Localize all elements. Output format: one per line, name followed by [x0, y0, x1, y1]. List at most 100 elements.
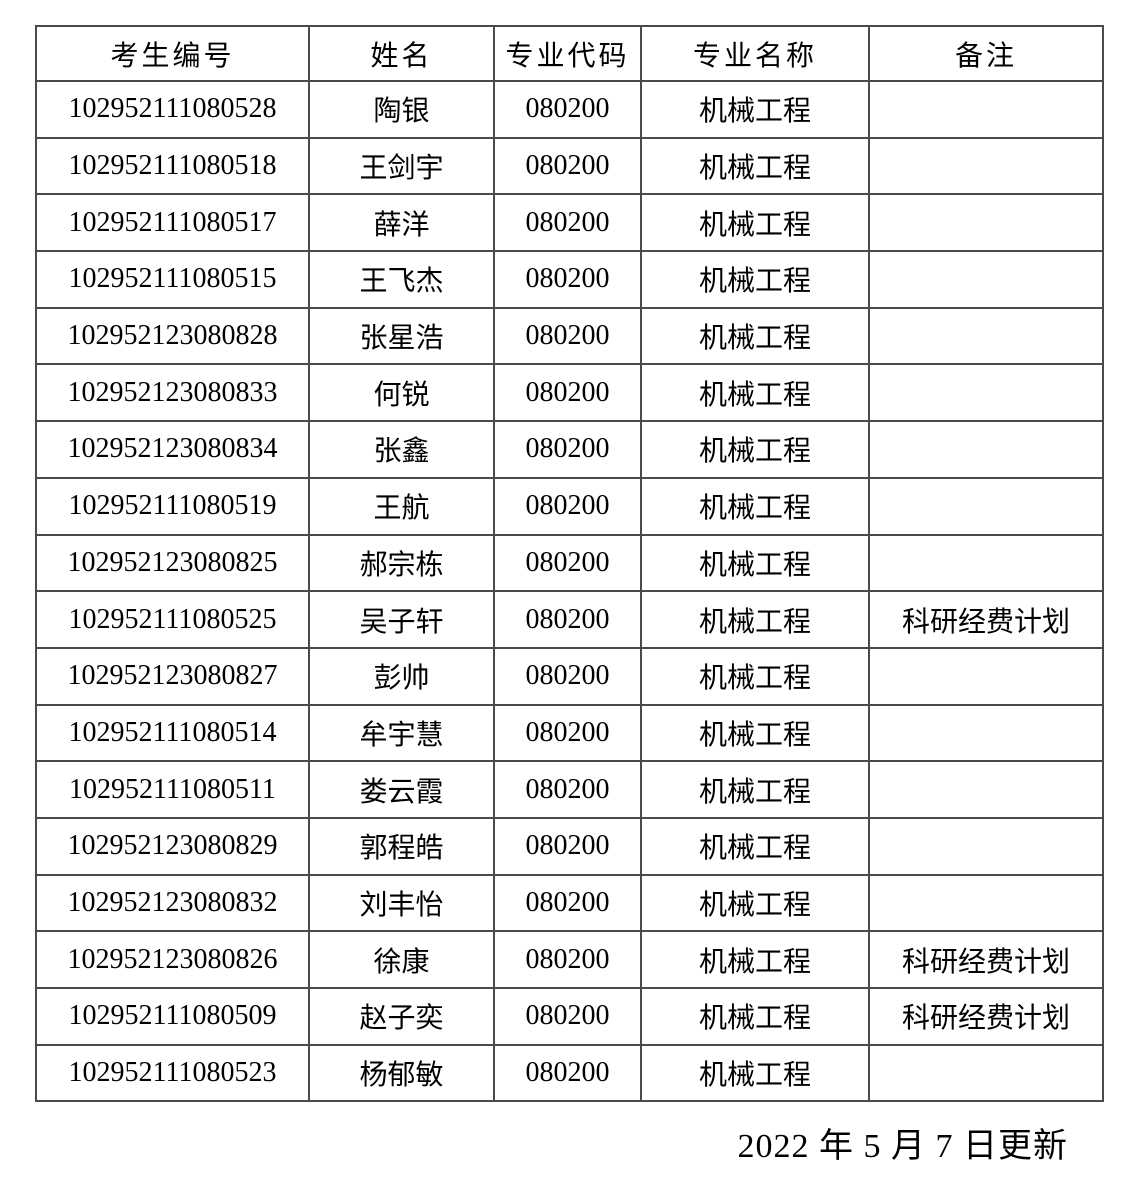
note-cell — [868, 533, 1104, 593]
name-cell: 娄云霞 — [308, 760, 495, 819]
note-cell — [868, 80, 1104, 139]
candidate-id-cell: 102952123080834 — [35, 420, 310, 479]
table-row: 102952111080515 王飞杰 080200 机械工程 — [35, 250, 1104, 309]
candidate-id-cell: 102952123080826 — [35, 930, 310, 989]
major-code-cell: 080200 — [493, 873, 642, 933]
table-row: 102952111080528 陶银 080200 机械工程 — [35, 80, 1104, 139]
name-cell: 赵子奕 — [308, 987, 495, 1046]
note-cell — [868, 760, 1104, 819]
candidate-id-cell: 102952111080515 — [35, 250, 310, 309]
table-row: 102952123080832 刘丰怡 080200 机械工程 — [35, 873, 1104, 933]
major-code-cell: 080200 — [493, 420, 642, 479]
major-code-cell: 080200 — [493, 136, 642, 196]
table-row: 102952111080514 牟宇慧 080200 机械工程 — [35, 703, 1104, 763]
name-cell: 王飞杰 — [308, 250, 495, 309]
admission-roster-table: 考生编号 姓名 专业代码 专业名称 备注 102952111080528 陶银 080200… — [35, 25, 1104, 1103]
major-code-cell: 080200 — [493, 1043, 642, 1103]
major-name-cell: 机械工程 — [640, 136, 870, 196]
candidate-id-cell: 102952123080829 — [35, 816, 310, 876]
candidate-id-cell: 102952123080832 — [35, 873, 310, 933]
note-cell — [868, 250, 1104, 309]
note-cell — [868, 646, 1104, 706]
candidate-id-cell: 102952111080514 — [35, 703, 310, 763]
major-name-cell: 机械工程 — [640, 987, 870, 1046]
major-name-cell: 机械工程 — [640, 1043, 870, 1103]
name-cell: 杨郁敏 — [308, 1043, 495, 1103]
note-cell — [868, 873, 1104, 933]
name-cell: 陶银 — [308, 80, 495, 139]
candidate-id-cell: 102952111080517 — [35, 193, 310, 253]
major-name-cell: 机械工程 — [640, 250, 870, 309]
major-code-cell: 080200 — [493, 193, 642, 253]
table-row: 102952123080825 郝宗栋 080200 机械工程 — [35, 533, 1104, 593]
note-cell — [868, 420, 1104, 479]
note-cell: 科研经费计划 — [868, 590, 1104, 649]
table-row: 102952111080517 薛洋 080200 机械工程 — [35, 193, 1104, 253]
major-name-cell: 机械工程 — [640, 930, 870, 989]
name-cell: 徐康 — [308, 930, 495, 989]
major-name-cell: 机械工程 — [640, 80, 870, 139]
major-name-cell: 机械工程 — [640, 363, 870, 423]
column-header-major-code: 专业代码 — [493, 25, 642, 82]
candidate-id-cell: 102952111080525 — [35, 590, 310, 649]
candidate-id-cell: 102952123080827 — [35, 646, 310, 706]
name-cell: 郝宗栋 — [308, 533, 495, 593]
table-row: 102952111080523 杨郁敏 080200 机械工程 — [35, 1043, 1104, 1103]
column-header-candidate-id: 考生编号 — [35, 25, 310, 82]
major-code-cell: 080200 — [493, 930, 642, 989]
candidate-id-cell: 102952111080518 — [35, 136, 310, 196]
table-row: 102952123080833 何锐 080200 机械工程 — [35, 363, 1104, 423]
note-cell — [868, 703, 1104, 763]
candidate-id-cell: 102952111080511 — [35, 760, 310, 819]
major-code-cell: 080200 — [493, 646, 642, 706]
major-code-cell: 080200 — [493, 816, 642, 876]
major-name-cell: 机械工程 — [640, 420, 870, 479]
name-cell: 张鑫 — [308, 420, 495, 479]
name-cell: 薛洋 — [308, 193, 495, 253]
table-row: 102952123080827 彭帅 080200 机械工程 — [35, 646, 1104, 706]
note-cell — [868, 193, 1104, 253]
major-code-cell: 080200 — [493, 760, 642, 819]
table-row: 102952111080525 吴子轩 080200 机械工程 科研经费计划 — [35, 590, 1104, 649]
column-header-major-name: 专业名称 — [640, 25, 870, 82]
name-cell: 郭程皓 — [308, 816, 495, 876]
name-cell: 牟宇慧 — [308, 703, 495, 763]
note-cell — [868, 1043, 1104, 1103]
table-row: 102952123080826 徐康 080200 机械工程 科研经费计划 — [35, 930, 1104, 989]
name-cell: 彭帅 — [308, 646, 495, 706]
table-body: 102952111080528 陶银 080200 机械工程 1029521110805… — [35, 80, 1104, 1103]
major-name-cell: 机械工程 — [640, 703, 870, 763]
major-code-cell: 080200 — [493, 533, 642, 593]
name-cell: 王航 — [308, 476, 495, 536]
candidate-id-cell: 102952111080528 — [35, 80, 310, 139]
column-header-name: 姓名 — [308, 25, 495, 82]
table-row: 102952123080828 张星浩 080200 机械工程 — [35, 306, 1104, 366]
major-code-cell: 080200 — [493, 306, 642, 366]
major-code-cell: 080200 — [493, 80, 642, 139]
update-date-note: 2022 年 5 月 7 日更新 — [737, 1128, 1068, 1165]
candidate-id-cell: 102952123080825 — [35, 533, 310, 593]
candidate-id-cell: 102952111080519 — [35, 476, 310, 536]
major-name-cell: 机械工程 — [640, 306, 870, 366]
name-cell: 吴子轩 — [308, 590, 495, 649]
name-cell: 刘丰怡 — [308, 873, 495, 933]
name-cell: 何锐 — [308, 363, 495, 423]
candidate-id-cell: 102952123080828 — [35, 306, 310, 366]
table-row: 102952111080519 王航 080200 机械工程 — [35, 476, 1104, 536]
major-name-cell: 机械工程 — [640, 476, 870, 536]
note-cell: 科研经费计划 — [868, 930, 1104, 989]
major-code-cell: 080200 — [493, 363, 642, 423]
note-cell — [868, 136, 1104, 196]
table-row: 102952111080518 王剑宇 080200 机械工程 — [35, 136, 1104, 196]
major-code-cell: 080200 — [493, 250, 642, 309]
major-name-cell: 机械工程 — [640, 646, 870, 706]
major-name-cell: 机械工程 — [640, 816, 870, 876]
candidate-id-cell: 102952111080523 — [35, 1043, 310, 1103]
candidate-id-cell: 102952123080833 — [35, 363, 310, 423]
candidate-id-cell: 102952111080509 — [35, 987, 310, 1046]
table-row: 102952111080509 赵子奕 080200 机械工程 科研经费计划 — [35, 987, 1104, 1046]
table-row: 102952123080829 郭程皓 080200 机械工程 — [35, 816, 1104, 876]
major-code-cell: 080200 — [493, 987, 642, 1046]
column-header-note: 备注 — [868, 25, 1104, 82]
